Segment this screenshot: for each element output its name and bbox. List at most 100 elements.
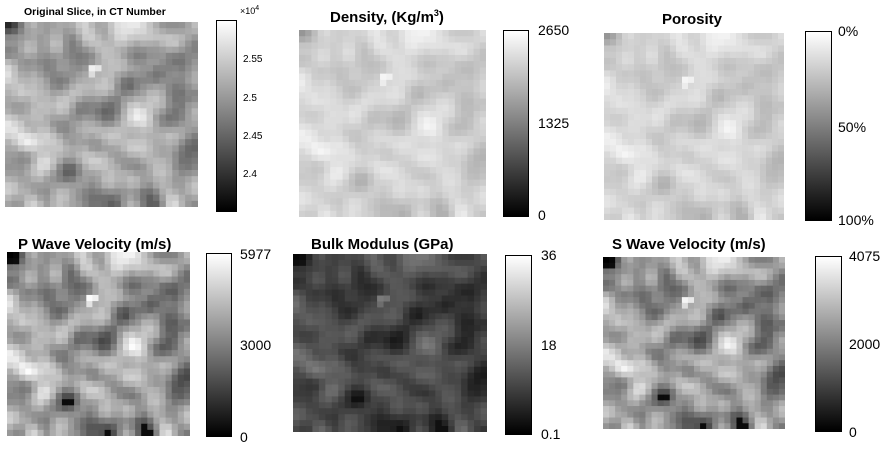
heatmap-cell	[736, 138, 743, 146]
heatmap-cell	[706, 39, 713, 47]
heatmap-cell	[380, 154, 387, 162]
heatmap-cell	[344, 426, 352, 432]
heatmap-cell	[165, 126, 173, 134]
heatmap-cell	[171, 356, 179, 363]
heatmap-cell	[479, 36, 486, 44]
heatmap-cell	[718, 337, 725, 344]
heatmap-cell	[165, 356, 173, 363]
heatmap-cell	[402, 313, 410, 320]
heatmap-cell	[658, 64, 665, 71]
heatmap-cell	[604, 33, 611, 40]
heatmap-cell	[628, 163, 635, 171]
heatmap-cell	[183, 325, 190, 333]
heatmap-cell	[293, 372, 301, 380]
heatmap-cell	[754, 33, 761, 40]
heatmap-cell	[718, 195, 725, 202]
heatmap-cell	[616, 51, 623, 59]
heatmap-cell	[140, 114, 148, 122]
heatmap-cell	[43, 34, 51, 42]
heatmap-cell	[172, 133, 180, 140]
heatmap-cell	[344, 319, 352, 326]
heatmap-cell	[101, 126, 109, 134]
heatmap-cell	[24, 133, 32, 140]
heatmap-cell	[429, 167, 437, 174]
heatmap-cell	[664, 163, 671, 171]
heatmap-cell	[760, 308, 768, 315]
heatmap-cell	[135, 282, 142, 290]
heatmap-cell	[325, 390, 333, 397]
heatmap-cell	[373, 210, 381, 217]
heatmap-cell	[152, 22, 160, 29]
heatmap-cell	[110, 264, 118, 271]
heatmap-cell	[364, 402, 372, 409]
heatmap-cell	[604, 70, 611, 78]
heatmap-cell	[622, 145, 629, 153]
heatmap-cell	[127, 157, 135, 165]
heatmap-cell	[640, 163, 647, 171]
heatmap-cell	[479, 54, 486, 62]
heatmap-cell	[7, 362, 14, 370]
heatmap-cell	[392, 36, 400, 44]
heatmap-cell	[37, 264, 45, 271]
heatmap-cell	[448, 185, 456, 193]
heatmap-cell	[342, 160, 350, 168]
heatmap-cell	[56, 83, 64, 91]
heatmap-cell	[754, 57, 761, 65]
heatmap-cell	[110, 429, 118, 436]
heatmap-cell	[461, 135, 468, 143]
heatmap-cell	[336, 204, 344, 212]
heatmap-cell	[5, 188, 13, 196]
heatmap-cell	[153, 374, 161, 382]
heatmap-cell	[299, 192, 306, 199]
heatmap-cell	[398, 129, 406, 137]
heatmap-cell	[429, 210, 437, 217]
heatmap-cell	[110, 399, 118, 406]
heatmap-cell	[392, 148, 400, 156]
heatmap-cell	[634, 163, 641, 171]
heatmap-cell	[398, 117, 406, 125]
heatmap-cell	[344, 331, 352, 338]
heatmap-cell	[178, 65, 186, 72]
heatmap-cell	[129, 313, 136, 321]
heatmap-cell	[351, 378, 359, 386]
heatmap-cell	[402, 354, 410, 362]
heatmap-cell	[364, 360, 372, 368]
heatmap-cell	[86, 429, 93, 436]
heatmap-cell	[415, 354, 423, 362]
heatmap-cell	[17, 59, 25, 66]
heatmap-cell	[467, 414, 475, 421]
heatmap-cell	[396, 313, 404, 320]
heatmap-cell	[473, 61, 481, 68]
heatmap-cell	[402, 331, 410, 338]
heatmap-cell	[172, 89, 180, 97]
heatmap-cell	[380, 198, 387, 206]
heatmap-cell	[367, 185, 375, 193]
heatmap-cell	[730, 89, 737, 96]
heatmap-cell	[43, 83, 51, 91]
heatmap-cell	[305, 98, 313, 106]
heatmap-cell	[153, 307, 161, 314]
heatmap-cell	[700, 291, 707, 298]
heatmap-cell	[621, 285, 628, 292]
heatmap-cell	[172, 182, 180, 190]
heatmap-cell	[165, 89, 173, 97]
heatmap-cell	[392, 79, 400, 87]
heatmap-cell	[61, 356, 69, 363]
heatmap-cell	[448, 98, 456, 106]
heatmap-cell	[461, 354, 469, 362]
heatmap-cell	[92, 386, 100, 394]
heatmap-cell	[75, 114, 83, 122]
heatmap	[5, 22, 198, 207]
heatmap-cell	[640, 33, 647, 40]
heatmap-cell	[442, 30, 450, 37]
heatmap-cell	[361, 160, 369, 168]
heatmap-cell	[342, 154, 350, 162]
heatmap-cell	[461, 30, 468, 37]
heatmap-cell	[107, 139, 115, 146]
heatmap-cell	[411, 98, 419, 106]
heatmap-cell	[299, 104, 306, 112]
heatmap-cell	[473, 117, 481, 125]
heatmap-cell	[191, 71, 198, 79]
heatmap-cell	[396, 402, 404, 409]
heatmap-cell	[56, 126, 64, 134]
